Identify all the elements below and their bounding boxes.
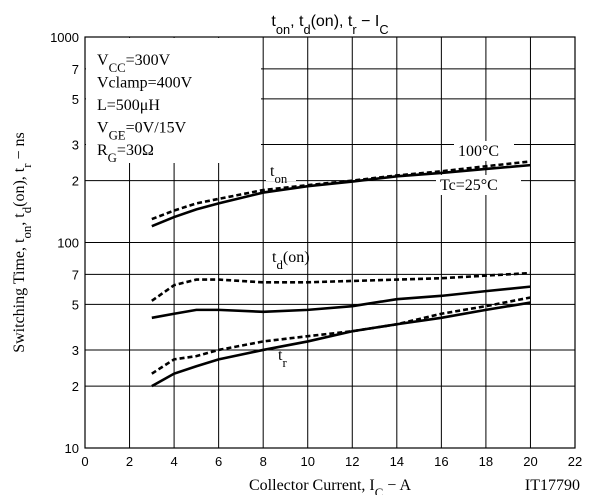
curve-label: tr	[278, 347, 287, 370]
curve-label: td(on)	[272, 249, 310, 272]
curve	[151, 285, 531, 320]
curve	[151, 301, 531, 388]
y-tick-label: 2	[72, 379, 79, 394]
condition-part: G	[108, 151, 117, 165]
y-tick-label: 2	[72, 174, 79, 189]
chart-title-part: t	[271, 13, 276, 30]
curve-label-part: t	[272, 249, 277, 266]
x-axis-title-part: Collector Current, I	[249, 477, 375, 494]
condition-part: V	[97, 52, 109, 69]
y-tick-label: 10	[65, 441, 79, 456]
curve-label-part: (on)	[283, 249, 310, 266]
curve-label-part: 100°C	[458, 143, 499, 160]
curve-label-part: Tc=25°C	[440, 177, 498, 194]
condition-part: CC	[109, 61, 126, 75]
x-tick-label: 2	[126, 454, 133, 469]
x-tick-label: 10	[300, 454, 314, 469]
chart-title-part: d	[303, 22, 310, 37]
y-tick-label: 5	[72, 297, 79, 312]
x-tick-label: 8	[260, 454, 267, 469]
label-bg	[454, 141, 514, 161]
y-tick-label: 7	[72, 267, 79, 282]
curve-label: 100°C	[458, 143, 499, 160]
chart-title-part: r	[352, 22, 357, 37]
x-tick-label: 4	[170, 454, 177, 469]
y-axis-title: Switching Time, ton, td(on), tr − ns	[11, 132, 34, 353]
y-tick-label: 100	[57, 236, 79, 251]
y-axis-title-part: on	[20, 225, 34, 238]
x-tick-label: 18	[479, 454, 493, 469]
chart-title: ton, td(on), tr − IC	[271, 13, 388, 37]
curve-label: ton	[270, 163, 288, 186]
curve-label-part: r	[282, 356, 287, 370]
curve-label-part: t	[270, 163, 275, 180]
condition-part: Vclamp=400V	[97, 75, 193, 92]
x-axis-title: Collector Current, IC − A	[249, 477, 411, 495]
y-tick-label: 7	[72, 62, 79, 77]
y-axis-title-part: − ns	[11, 132, 28, 163]
curve	[151, 160, 531, 221]
curve-label-part: on	[274, 172, 287, 186]
y-tick-label: 1000	[50, 30, 79, 45]
chart-title-part: on	[276, 22, 290, 37]
conditions-box	[86, 38, 261, 163]
x-axis-title-part: C	[375, 486, 384, 495]
plot-frame	[84, 36, 576, 449]
label-bg	[436, 175, 521, 195]
condition: VGE=0V/15V	[97, 120, 187, 143]
condition-part: R	[97, 142, 108, 159]
condition-part: =0V/15V	[126, 120, 187, 137]
curve-label-part: t	[278, 347, 283, 364]
x-tick-label: 16	[434, 454, 448, 469]
condition: VCC=300V	[97, 52, 171, 75]
chart-title-part: C	[379, 22, 388, 37]
condition-part: =300V	[126, 52, 171, 69]
condition: Vclamp=400V	[97, 75, 193, 92]
x-tick-label: 0	[81, 454, 88, 469]
x-tick-label: 12	[345, 454, 359, 469]
condition-part: =30Ω	[117, 142, 154, 159]
chart-title-part: − I	[357, 13, 380, 30]
y-axis-title-part: r	[20, 163, 34, 168]
y-tick-label: 5	[72, 92, 79, 107]
y-axis-title-part: Switching Time, t	[11, 238, 28, 353]
x-tick-label: 20	[523, 454, 537, 469]
condition-part: V	[97, 120, 109, 137]
curve-label: Tc=25°C	[440, 177, 498, 194]
curve-label-part: d	[276, 258, 283, 272]
chart-title-part: (on), t	[311, 13, 353, 30]
curve	[151, 271, 531, 302]
condition: L=500μH	[97, 97, 160, 114]
y-tick-label: 3	[72, 137, 79, 152]
condition: RG=30Ω	[97, 142, 154, 165]
y-axis-title-part: (on), t	[11, 167, 28, 207]
condition-part: L=500μH	[97, 97, 160, 114]
x-tick-label: 14	[390, 454, 404, 469]
figure-id: IT17790	[525, 477, 580, 494]
curve	[151, 296, 531, 375]
condition-part: GE	[109, 129, 126, 143]
x-axis-title-part: − A	[383, 477, 411, 494]
y-axis-title-part: , t	[11, 213, 28, 226]
chart-title-part: , t	[290, 13, 304, 30]
y-tick-label: 3	[72, 343, 79, 358]
x-tick-label: 22	[568, 454, 582, 469]
y-axis-title-part: d	[20, 206, 34, 213]
label-bg	[266, 161, 296, 181]
x-tick-label: 6	[215, 454, 222, 469]
